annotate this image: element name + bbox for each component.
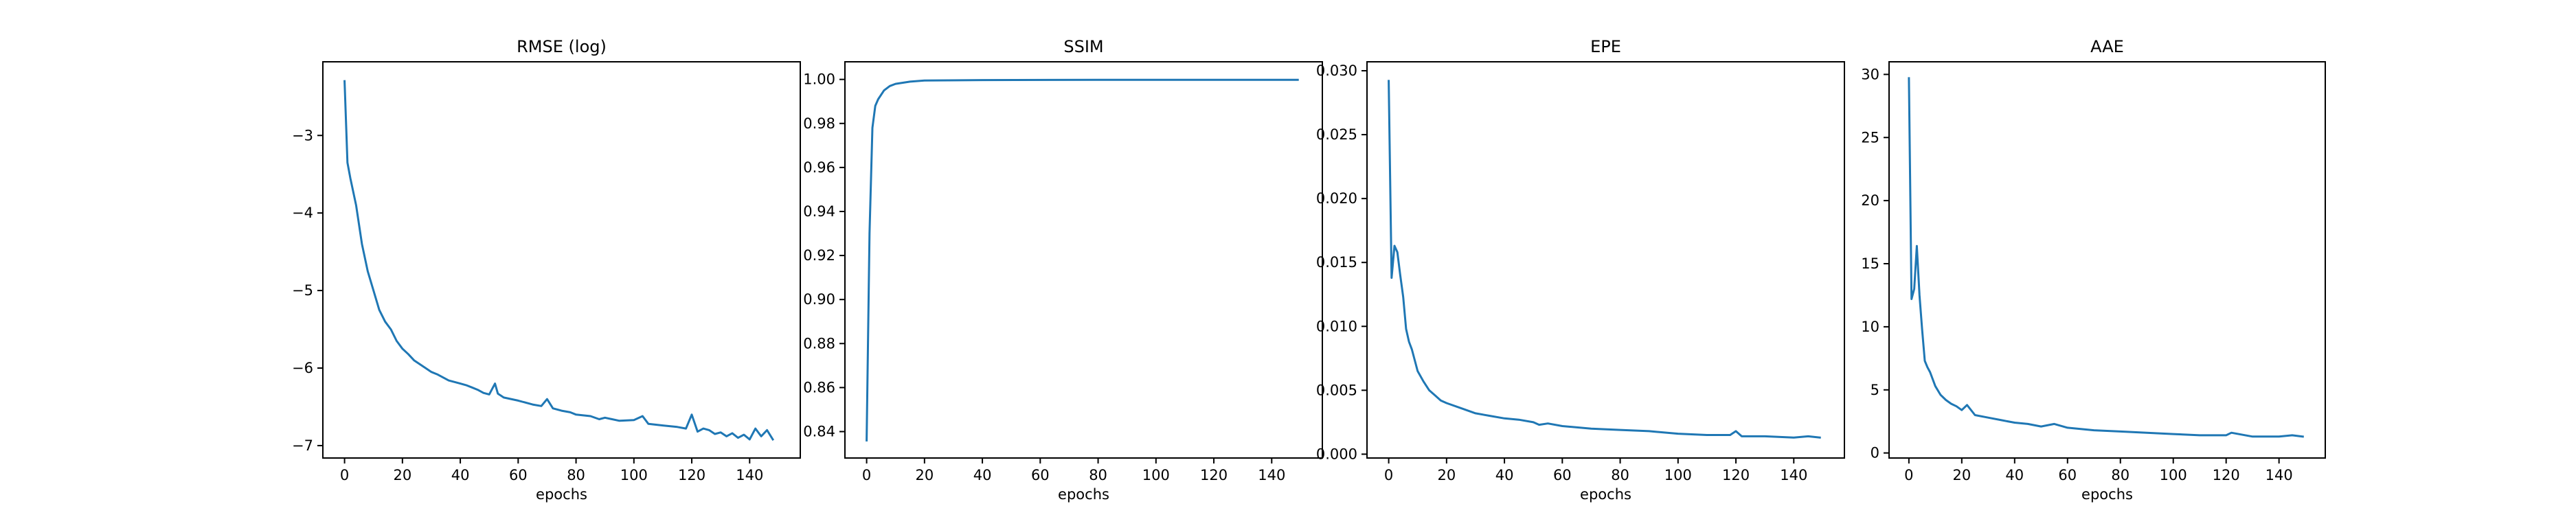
- x-tick-label: 0: [862, 467, 871, 483]
- x-tick-label: 80: [1089, 467, 1107, 483]
- y-tick-label: 0.025: [1316, 126, 1357, 143]
- series-line-1: [866, 78, 1299, 442]
- x-tick-label: 80: [567, 467, 585, 483]
- y-tick-label: −4: [292, 205, 313, 221]
- chart-panel-3: EPE 0 20 40 60 80 100 120 140 0.000 0.005 0.010 0.01…: [1316, 37, 1845, 503]
- x-tick-label: 40: [451, 467, 470, 483]
- chart-title: AAE: [2090, 37, 2124, 56]
- y-tick-label: 20: [1861, 192, 1879, 209]
- y-tick-label: 0.005: [1316, 382, 1357, 398]
- x-tick-label: 120: [2213, 467, 2240, 483]
- y-tick-label: 5: [1871, 382, 1879, 398]
- x-tick-label: 40: [2005, 467, 2024, 483]
- x-tick-label: 60: [509, 467, 528, 483]
- x-tick-label: 120: [1200, 467, 1228, 483]
- series-line-1: [343, 80, 775, 441]
- y-tick-label: 0.000: [1316, 446, 1357, 462]
- y-tick-label: 0.015: [1316, 254, 1357, 271]
- y-tick-label: 25: [1861, 129, 1879, 146]
- x-tick-label: 0: [1904, 467, 1913, 483]
- chart-panel-4: AAE 0 20 40 60 80 100 120 140 0 5 10 15 20 25 30 epochs: [1861, 37, 2326, 503]
- x-tick-label: 20: [1437, 467, 1456, 483]
- y-tick-label: 15: [1861, 255, 1879, 272]
- plot-frame: [322, 61, 801, 459]
- y-tick-label: 0.90: [803, 291, 835, 308]
- plot-frame: [1888, 61, 2326, 459]
- chart-panels: RMSE (log)0 20 40 60 80 100 120 140−7−6−5−4−3ep…: [292, 37, 2326, 503]
- y-tick-label: 0.84: [803, 424, 835, 440]
- x-tick-label: 20: [915, 467, 934, 483]
- x-axis-label: epochs: [536, 486, 587, 503]
- y-tick-label: 0.98: [803, 115, 835, 132]
- y-tick-label: 10: [1861, 319, 1879, 335]
- x-tick-label: 40: [1495, 467, 1514, 483]
- chart-title: EPE: [1590, 37, 1621, 56]
- x-tick-label: 80: [1611, 467, 1629, 483]
- x-tick-label: 100: [1664, 467, 1692, 483]
- y-tick-label: 0.86: [803, 379, 835, 396]
- y-tick-label: 0.94: [803, 203, 835, 220]
- x-tick-label: 40: [973, 467, 992, 483]
- y-tick-label: 0.030: [1316, 62, 1357, 79]
- y-tick-label: 0.96: [803, 159, 835, 176]
- x-tick-label: 120: [1722, 467, 1750, 483]
- x-tick-label: 0: [340, 467, 349, 483]
- chart-panel-2: SSIM 0 20 40 60 80 100 120 140 0.84 0.86 0.88 0.90 0.…: [803, 37, 1323, 503]
- y-tick-label: 0.92: [803, 247, 835, 264]
- chart-panel-1: RMSE (log) 0 20 40 60 80 100 120 140 −7 −6 −5 −4 −3 ep…: [292, 37, 801, 503]
- x-tick-label: 120: [678, 467, 705, 483]
- y-tick-label: 30: [1861, 66, 1879, 82]
- y-tick-label: −7: [292, 437, 313, 454]
- x-tick-label: 60: [1553, 467, 1572, 483]
- plot-frame: [1366, 61, 1845, 459]
- x-tick-label: 100: [620, 467, 648, 483]
- x-tick-label: 80: [2111, 467, 2129, 483]
- x-tick-label: 0: [1384, 467, 1393, 483]
- x-tick-label: 140: [2266, 467, 2293, 483]
- y-tick-label: −3: [292, 127, 313, 144]
- y-tick-label: −5: [292, 282, 313, 299]
- y-tick-label: 0.88: [803, 335, 835, 352]
- x-axis-label: epochs: [1058, 486, 1109, 503]
- x-tick-label: 140: [1258, 467, 1285, 483]
- x-axis-label: epochs: [2081, 486, 2133, 503]
- x-axis-label: epochs: [1580, 486, 1631, 503]
- y-tick-label: 0.020: [1316, 190, 1357, 207]
- y-tick-label: 0: [1871, 445, 1879, 461]
- chart-title: RMSE (log): [517, 37, 607, 56]
- y-tick-label: 1.00: [803, 71, 835, 88]
- x-tick-label: 20: [1952, 467, 1971, 483]
- x-tick-label: 100: [2160, 467, 2187, 483]
- x-tick-label: 20: [393, 467, 411, 483]
- series-line-1: [1388, 80, 1821, 439]
- x-tick-label: 140: [736, 467, 763, 483]
- x-tick-label: 100: [1142, 467, 1170, 483]
- y-tick-label: −6: [292, 360, 313, 376]
- x-tick-label: 60: [2058, 467, 2077, 483]
- x-tick-label: 60: [1031, 467, 1050, 483]
- plot-frame: [844, 61, 1323, 459]
- series-line-1: [1908, 77, 2304, 438]
- y-tick-label: 0.010: [1316, 318, 1357, 334]
- chart-title: SSIM: [1063, 37, 1103, 56]
- x-tick-label: 140: [1780, 467, 1807, 483]
